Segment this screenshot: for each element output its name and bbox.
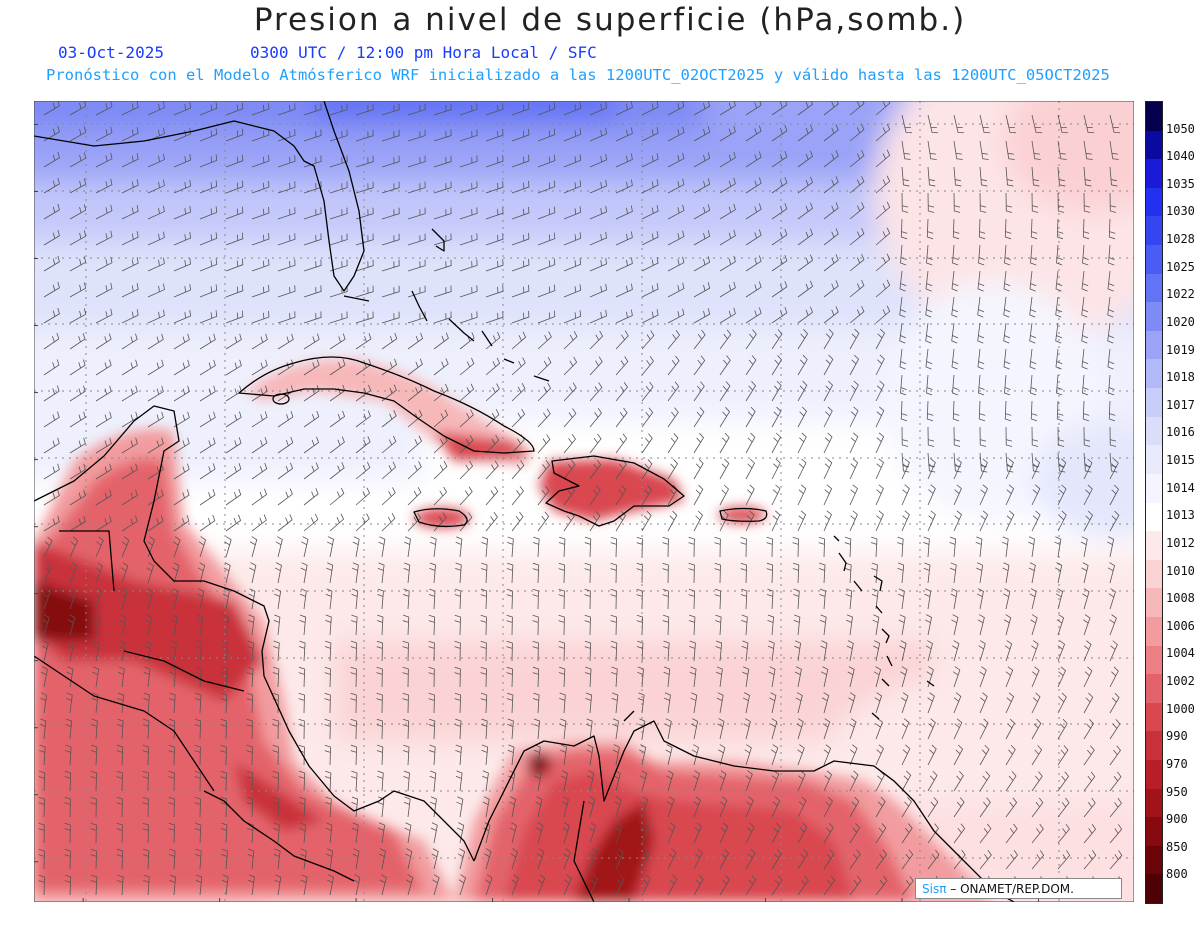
legend-swatch [1146, 502, 1162, 532]
legend-swatch [1146, 760, 1162, 789]
legend-label: 1015 [1166, 453, 1195, 468]
wind-barbs [38, 101, 1123, 896]
legend-label: 1012 [1166, 535, 1195, 550]
legend-swatch [1146, 845, 1162, 875]
legend-swatch [1146, 645, 1162, 675]
legend-label: 1002 [1166, 674, 1195, 689]
legend-label: 1010 [1166, 563, 1195, 578]
color-legend [1145, 101, 1163, 904]
legend-label: 970 [1166, 756, 1188, 771]
legend-swatch [1146, 388, 1162, 417]
legend-label: 1025 [1166, 259, 1195, 274]
model-info: Pronóstico con el Modelo Atmósferico WRF… [46, 66, 1110, 84]
legend-swatch [1146, 531, 1162, 560]
map-title: Presion a nivel de superficie (hPa,somb.… [253, 2, 967, 38]
valid-time: 0300 UTC / 12:00 pm Hora Local / SFC [250, 43, 597, 62]
legend-label: 1050 [1166, 121, 1195, 136]
legend-label: 1028 [1166, 232, 1195, 247]
legend-label: 850 [1166, 839, 1188, 854]
legend-swatch [1146, 674, 1162, 703]
graticule [34, 101, 1134, 902]
legend-swatch [1146, 445, 1162, 474]
coastlines [34, 101, 1015, 902]
legend-swatch [1146, 817, 1162, 846]
legend-label: 1006 [1166, 618, 1195, 633]
legend-label: 1019 [1166, 342, 1195, 357]
high-pressure-shading [34, 101, 1134, 541]
credit-box: Sisπ – ONAMET/REP.DOM. [915, 878, 1122, 899]
pressure-map: 30N28N26N24N22N20N18N16N14N12N10N8N90W85… [34, 101, 1134, 902]
legend-swatch [1146, 788, 1162, 818]
legend-label: 1000 [1166, 701, 1195, 716]
legend-label: 800 [1166, 867, 1188, 882]
legend-swatch [1146, 731, 1162, 761]
forecast-date: 03-Oct-2025 [58, 43, 164, 62]
legend-swatch [1146, 216, 1162, 246]
sis-logo-text: Sisπ [922, 882, 947, 896]
legend-swatch [1146, 588, 1162, 617]
legend-swatch [1146, 159, 1162, 188]
legend-label: 1035 [1166, 176, 1195, 191]
legend-label: 1020 [1166, 314, 1195, 329]
legend-label: 1004 [1166, 646, 1195, 661]
legend-swatch [1146, 416, 1162, 446]
legend-label: 1018 [1166, 370, 1195, 385]
legend-labels: 1050 1040 1035 1030 1028 1025 1022 1020 1019 1018… [1166, 101, 1200, 902]
legend-swatch [1146, 130, 1162, 160]
legend-label: 1022 [1166, 287, 1195, 302]
legend-label: 1008 [1166, 591, 1195, 606]
legend-swatch [1146, 874, 1162, 904]
legend-swatch [1146, 102, 1162, 131]
legend-swatch [1146, 702, 1162, 732]
legend-swatch [1146, 302, 1162, 331]
legend-label: 1014 [1166, 480, 1195, 495]
legend-label: 900 [1166, 812, 1188, 827]
legend-swatch [1146, 330, 1162, 360]
legend-label: 1016 [1166, 425, 1195, 440]
legend-label: 950 [1166, 784, 1188, 799]
legend-label: 1040 [1166, 149, 1195, 164]
legend-swatch [1146, 359, 1162, 389]
legend-label: 1030 [1166, 204, 1195, 219]
legend-swatch [1146, 473, 1162, 503]
legend-swatch [1146, 187, 1162, 217]
credit-text: – ONAMET/REP.DOM. [946, 882, 1074, 896]
legend-swatch [1146, 559, 1162, 589]
legend-label: 1017 [1166, 397, 1195, 412]
legend-label: 990 [1166, 729, 1188, 744]
legend-swatch [1146, 616, 1162, 646]
legend-swatch [1146, 245, 1162, 274]
legend-label: 1013 [1166, 508, 1195, 523]
map-axes: 30N28N26N24N22N20N18N16N14N12N10N8N90W85… [34, 123, 1039, 902]
legend-swatch [1146, 273, 1162, 303]
